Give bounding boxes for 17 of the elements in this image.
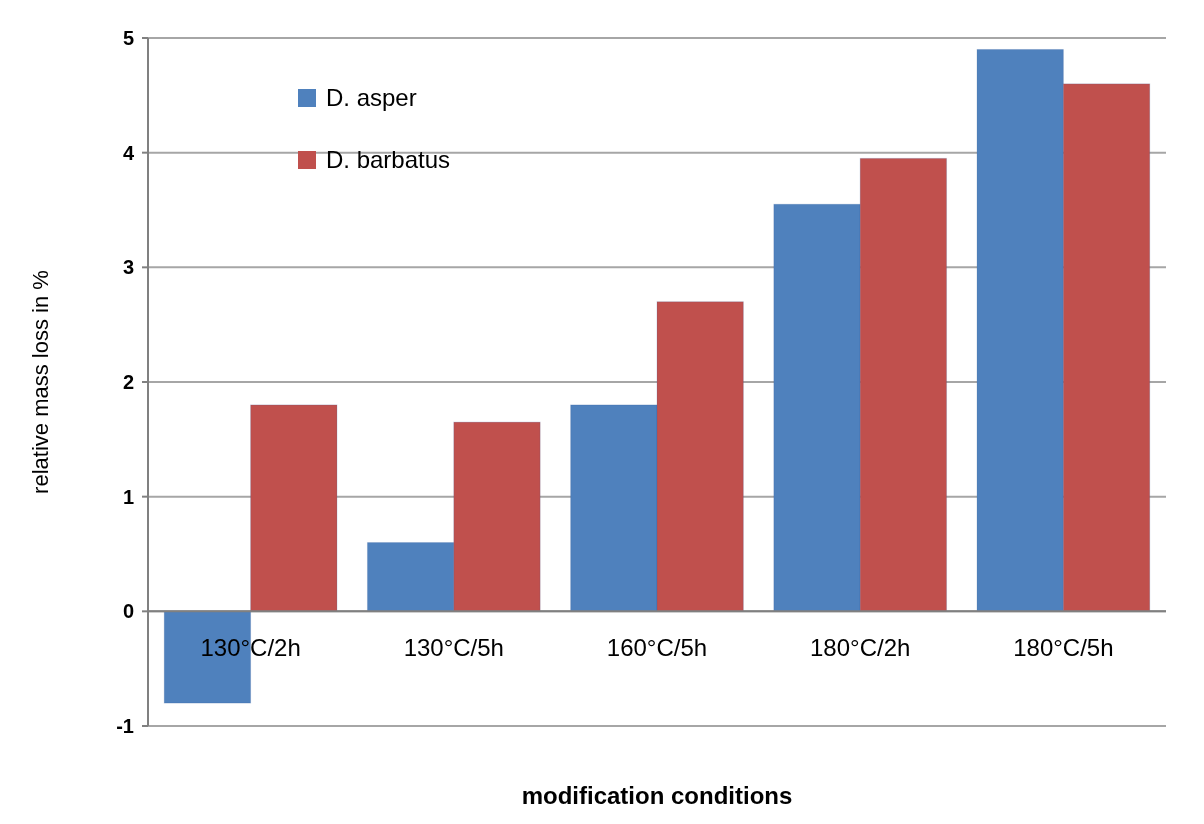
x-tick-label: 180°C/5h: [1013, 634, 1114, 662]
y-tick-label: 5: [122, 27, 134, 49]
legend-label: D. barbatus: [326, 146, 451, 174]
bar: [250, 404, 338, 612]
x-axis-title: modification conditions: [521, 782, 793, 809]
legend-label: D. asper: [326, 84, 417, 112]
y-tick-label: -1: [116, 715, 134, 737]
x-tick-label: 180°C/2h: [810, 634, 911, 662]
y-tick-label: 4: [122, 141, 135, 164]
x-tick-label: 160°C/5h: [606, 634, 708, 662]
y-tick-label: 0: [122, 600, 134, 623]
y-tick-label: 3: [122, 256, 134, 279]
y-tick-label: 2: [122, 371, 134, 393]
x-tick-label: 130°C/2h: [200, 634, 301, 662]
y-axis-title: relative mass loss in %: [28, 270, 53, 494]
y-tick-label: 1: [122, 485, 134, 508]
x-tick-label: 130°C/5h: [403, 634, 504, 662]
